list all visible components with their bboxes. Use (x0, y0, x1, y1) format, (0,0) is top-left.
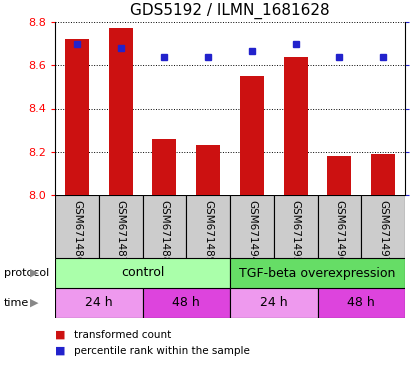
Title: GDS5192 / ILMN_1681628: GDS5192 / ILMN_1681628 (130, 3, 330, 19)
Text: GSM671497: GSM671497 (378, 200, 388, 263)
Bar (230, 195, 274, 258)
Text: 48 h: 48 h (347, 296, 375, 310)
Text: percentile rank within the sample: percentile rank within the sample (74, 346, 249, 356)
Bar (152, 139, 176, 195)
Bar (55, 288, 142, 318)
Bar (230, 258, 405, 288)
Text: 48 h: 48 h (172, 296, 200, 310)
Text: ■: ■ (55, 330, 66, 340)
Bar (142, 288, 230, 318)
Bar (109, 28, 133, 195)
Bar (317, 195, 361, 258)
Bar (274, 195, 317, 258)
Text: GSM671487: GSM671487 (116, 200, 126, 263)
Bar (55, 258, 230, 288)
Text: GSM671488: GSM671488 (159, 200, 169, 263)
Bar (230, 288, 317, 318)
Bar (361, 195, 405, 258)
Bar (317, 288, 405, 318)
Bar (99, 195, 142, 258)
Text: ▶: ▶ (30, 298, 39, 308)
Text: GSM671496: GSM671496 (334, 200, 344, 263)
Bar (196, 145, 220, 195)
Text: protocol: protocol (4, 268, 49, 278)
Text: GSM671494: GSM671494 (247, 200, 257, 263)
Bar (186, 195, 230, 258)
Text: ■: ■ (55, 346, 66, 356)
Text: 24 h: 24 h (85, 296, 112, 310)
Bar (283, 56, 308, 195)
Text: GSM671495: GSM671495 (290, 200, 300, 263)
Bar (327, 156, 352, 195)
Text: 24 h: 24 h (260, 296, 288, 310)
Text: control: control (121, 266, 164, 280)
Bar (371, 154, 395, 195)
Text: GSM671489: GSM671489 (203, 200, 213, 263)
Text: TGF-beta overexpression: TGF-beta overexpression (239, 266, 395, 280)
Bar (55, 195, 99, 258)
Bar (240, 76, 264, 195)
Bar (142, 195, 186, 258)
Text: transformed count: transformed count (74, 330, 171, 340)
Text: GSM671486: GSM671486 (72, 200, 82, 263)
Bar (65, 39, 89, 195)
Text: time: time (4, 298, 29, 308)
Text: ▶: ▶ (30, 268, 39, 278)
